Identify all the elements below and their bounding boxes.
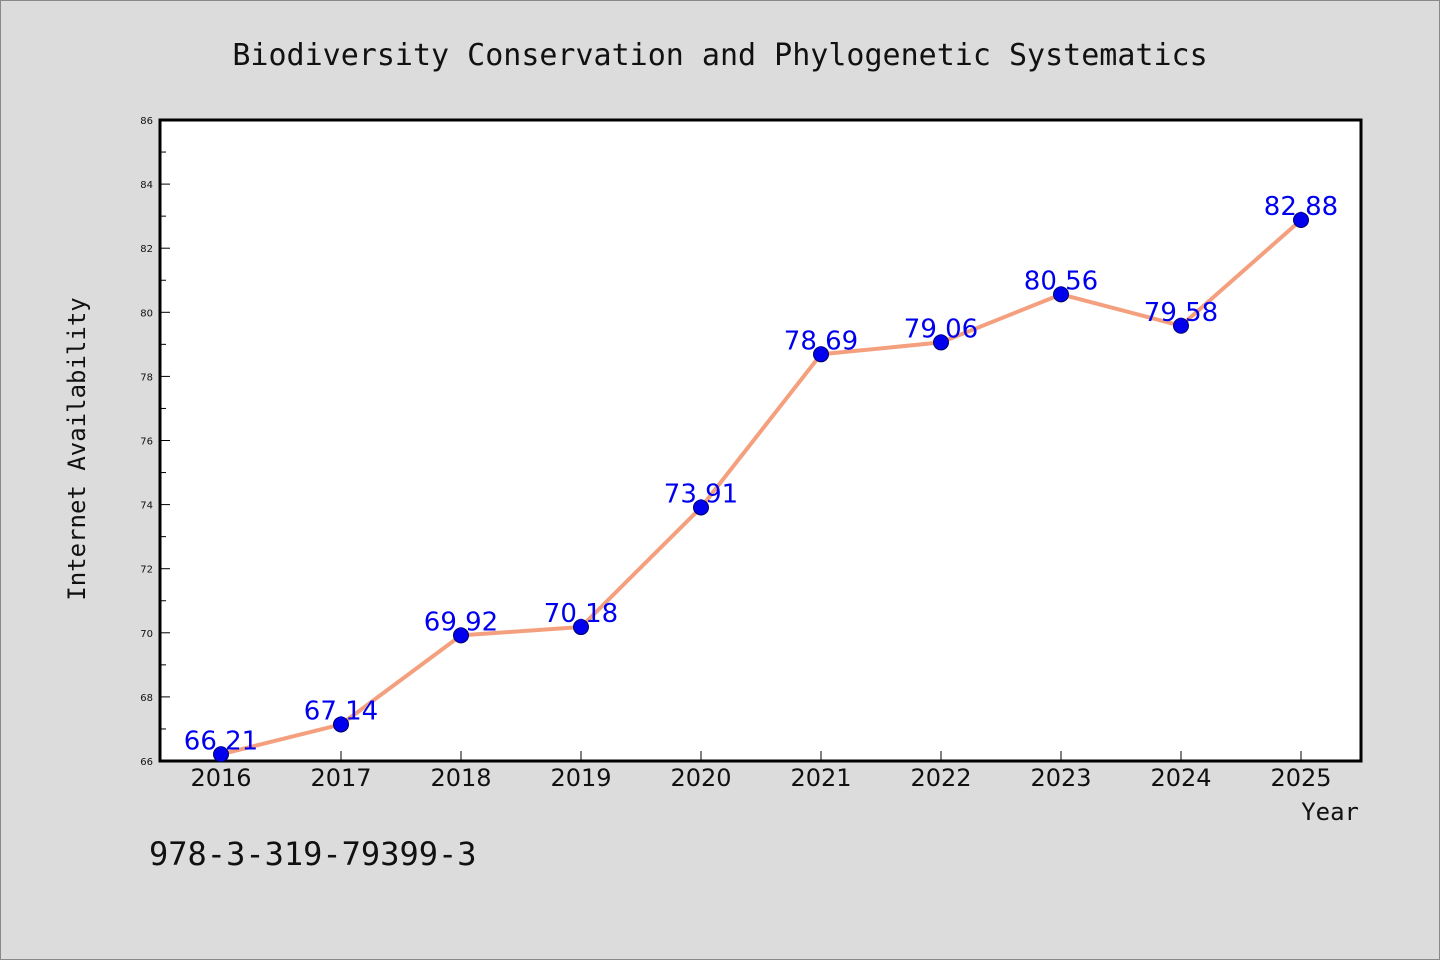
- x-tick-label: 2023: [1030, 764, 1091, 792]
- plot-area: [158, 118, 1363, 763]
- y-tick-label: 72: [140, 565, 153, 576]
- y-tick-label: 76: [140, 437, 153, 448]
- y-tick-label: 82: [140, 244, 153, 255]
- y-axis-ticks: 66 68 70 72 74 76 78 80 82 84 86: [140, 116, 170, 768]
- x-tick-label: 2019: [550, 764, 611, 792]
- data-label: 82.88: [1264, 192, 1338, 222]
- x-tick-label: 2016: [190, 764, 251, 792]
- y-tick-label: 70: [140, 629, 153, 640]
- x-tick-label: 2025: [1270, 764, 1331, 792]
- data-point: [333, 716, 349, 733]
- y-tick-label: 66: [140, 757, 153, 768]
- chart-title: Biodiversity Conservation and Phylogenet…: [232, 38, 1207, 73]
- data-point: [813, 346, 829, 363]
- y-tick-label: 86: [140, 116, 153, 127]
- x-axis-label: Year: [1301, 798, 1359, 826]
- data-point: [1293, 211, 1309, 228]
- y-tick-label: 74: [140, 501, 153, 512]
- data-label: 80.56: [1024, 266, 1098, 296]
- y-axis-label: Internet Availability: [63, 297, 91, 600]
- data-label: 70.18: [544, 599, 618, 629]
- x-tick-label: 2020: [670, 764, 731, 792]
- data-label: 67.14: [304, 696, 378, 726]
- data-point: [1173, 317, 1189, 334]
- x-tick-label: 2018: [430, 764, 491, 792]
- x-tick-label: 2022: [910, 764, 971, 792]
- data-label: 78.69: [784, 326, 858, 356]
- data-point: [213, 746, 229, 763]
- x-tick-label: 2017: [310, 764, 371, 792]
- data-label: 79.58: [1144, 298, 1218, 328]
- data-label: 66.21: [184, 726, 258, 756]
- series-layer: 66.21 67.14 69.92 70.18 73.91 78.69 79.06 80.56…: [184, 192, 1338, 763]
- data-label: 79.06: [904, 314, 978, 344]
- y-tick-label: 78: [140, 372, 153, 383]
- y-tick-label: 80: [140, 308, 153, 319]
- series-line: [219, 217, 1303, 757]
- y-tick-label: 68: [140, 693, 153, 704]
- x-axis-ticks: 2016 2017 2018 2019 2020 2021 2022 2023 2024 2025: [190, 751, 1332, 792]
- data-point: [693, 499, 709, 516]
- data-point: [1053, 286, 1069, 303]
- isbn-text: 978-3-319-79399-3: [149, 835, 477, 873]
- data-point: [933, 334, 949, 351]
- x-tick-label: 2021: [790, 764, 851, 792]
- y-tick-label: 84: [140, 180, 153, 191]
- data-label: 69.92: [424, 607, 498, 637]
- x-tick-label: 2024: [1150, 764, 1211, 792]
- data-label: 73.91: [664, 479, 738, 509]
- data-point: [573, 619, 589, 636]
- data-point: [453, 627, 469, 644]
